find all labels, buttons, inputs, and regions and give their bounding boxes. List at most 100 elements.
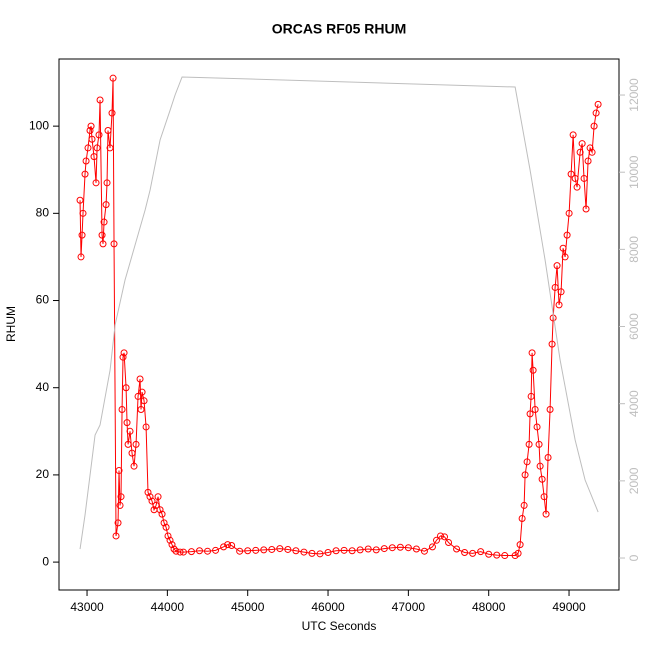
data-point: [76, 196, 84, 204]
data-point: [138, 388, 146, 396]
data-point: [567, 170, 575, 178]
data-point: [98, 231, 106, 239]
data-point: [158, 510, 166, 518]
data-point: [380, 545, 388, 553]
data-point: [526, 410, 534, 418]
data-point: [128, 449, 136, 457]
x-tick-label: 45000: [231, 600, 265, 614]
data-point: [535, 440, 543, 448]
y2-tick-label: 8000: [627, 236, 641, 263]
data-point: [538, 475, 546, 483]
data-point: [92, 179, 100, 187]
y2-tick-label: 2000: [627, 467, 641, 494]
y2-tick-label: 4000: [627, 390, 641, 417]
data-point: [563, 231, 571, 239]
data-point: [78, 231, 86, 239]
data-point: [132, 440, 140, 448]
data-point: [109, 74, 117, 82]
data-point: [268, 545, 276, 553]
data-point: [115, 467, 123, 475]
data-point: [348, 547, 356, 555]
x-tick-label: 48000: [472, 600, 506, 614]
data-point: [531, 406, 539, 414]
data-point: [514, 549, 522, 557]
data-point: [580, 174, 588, 182]
data-point: [228, 542, 236, 550]
data-point: [569, 131, 577, 139]
y-tick-label: 0: [42, 554, 49, 568]
data-point: [528, 349, 536, 357]
data-point: [521, 471, 529, 479]
data-point: [420, 547, 428, 555]
data-point: [144, 488, 152, 496]
data-point: [126, 427, 134, 435]
x-tick-label: 47000: [392, 600, 426, 614]
data-point: [100, 218, 108, 226]
data-point: [142, 423, 150, 431]
data-point: [284, 545, 292, 553]
data-point: [557, 288, 565, 296]
y2-tick-label: 12000: [627, 78, 641, 112]
data-point: [529, 366, 537, 374]
data-point: [134, 392, 142, 400]
data-point: [372, 546, 380, 554]
data-point: [220, 543, 228, 551]
data-point: [590, 122, 598, 130]
data-point: [84, 144, 92, 152]
data-point: [112, 532, 120, 540]
data-point: [453, 545, 461, 553]
data-point: [118, 406, 126, 414]
data-point: [260, 546, 268, 554]
data-point: [388, 544, 396, 552]
data-point: [204, 547, 212, 555]
data-point: [292, 547, 300, 555]
data-point: [437, 532, 445, 540]
data-point: [136, 375, 144, 383]
data-point: [244, 547, 252, 555]
data-point: [555, 301, 563, 309]
data-point: [160, 519, 168, 527]
y-axis-label: RHUM: [4, 306, 18, 342]
data-point: [469, 549, 477, 557]
x-tick-label: 46000: [311, 600, 345, 614]
data-point: [586, 144, 594, 152]
data-point: [179, 548, 187, 556]
data-point: [516, 541, 524, 549]
y-tick-label: 60: [36, 293, 50, 307]
data-point: [156, 506, 164, 514]
x-tick-label: 44000: [151, 600, 185, 614]
data-point: [236, 547, 244, 555]
data-point: [576, 148, 584, 156]
data-point: [573, 183, 581, 191]
x-tick-label: 49000: [552, 600, 586, 614]
data-point: [582, 205, 590, 213]
data-point: [477, 548, 485, 556]
data-point: [588, 148, 596, 156]
data-point: [340, 546, 348, 554]
data-point: [584, 157, 592, 165]
data-point: [106, 144, 114, 152]
data-point: [493, 551, 501, 559]
data-point: [527, 392, 535, 400]
data-point: [461, 549, 469, 557]
plot-box: [58, 58, 620, 591]
data-point: [544, 453, 552, 461]
data-point: [518, 515, 526, 523]
y2-tick-label: 0: [627, 554, 641, 561]
data-point: [140, 397, 148, 405]
data-point: [412, 545, 420, 553]
data-point: [82, 157, 90, 165]
data-point: [432, 536, 440, 544]
data-point: [520, 501, 528, 509]
data-point: [137, 406, 145, 414]
data-point: [540, 493, 548, 501]
data-point: [523, 458, 531, 466]
data-point: [146, 493, 154, 501]
data-point: [441, 533, 449, 541]
data-point: [99, 240, 107, 248]
data-point: [95, 131, 103, 139]
data-point: [93, 144, 101, 152]
data-point: [120, 349, 128, 357]
data-point: [108, 109, 116, 117]
